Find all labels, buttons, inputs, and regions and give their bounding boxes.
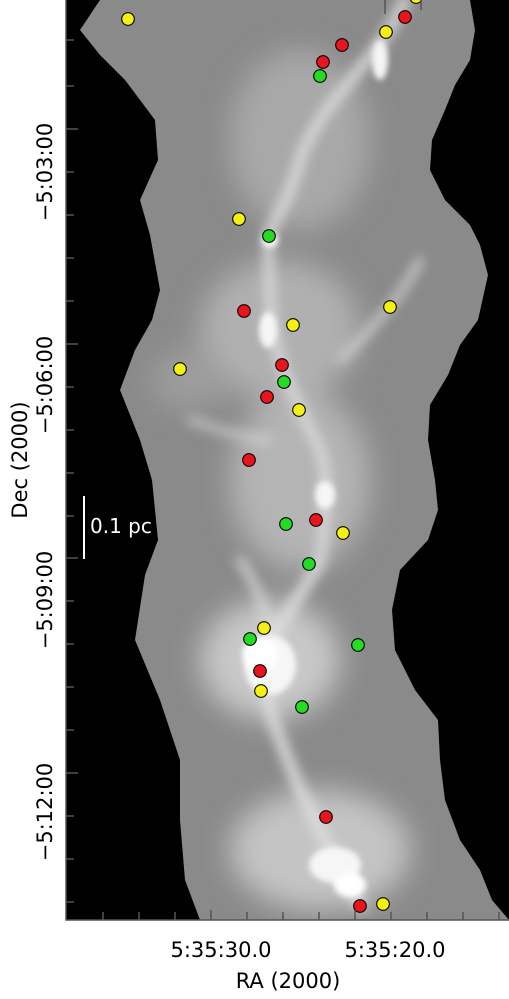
yellow-source-marker bbox=[409, 0, 423, 4]
red-source-marker bbox=[242, 453, 256, 467]
plot-frame bbox=[65, 0, 509, 921]
yellow-source-marker bbox=[292, 403, 306, 417]
red-source-marker bbox=[316, 55, 330, 69]
image-area bbox=[66, 0, 509, 920]
yellow-source-marker bbox=[336, 526, 350, 540]
source-markers bbox=[121, 0, 423, 913]
yellow-source-marker bbox=[379, 25, 393, 39]
yellow-source-marker bbox=[173, 362, 187, 376]
yellow-source-marker bbox=[286, 318, 300, 332]
y-axis-title: Dec (2000) bbox=[8, 401, 32, 518]
red-source-marker bbox=[335, 38, 349, 52]
red-source-marker bbox=[260, 390, 274, 404]
x-axis-ticks bbox=[102, 0, 500, 920]
y-tick-label: −5:12:00 bbox=[33, 763, 57, 862]
green-source-marker bbox=[302, 557, 316, 571]
red-source-marker bbox=[275, 358, 289, 372]
yellow-source-marker bbox=[383, 300, 397, 314]
x-axis-title: RA (2000) bbox=[236, 969, 341, 993]
yellow-source-marker bbox=[254, 684, 268, 698]
y-tick-label: −5:09:00 bbox=[33, 551, 57, 650]
y-tick-labels: −5:03:00 −5:06:00 −5:09:00 −5:12:00 bbox=[33, 123, 57, 862]
red-source-marker bbox=[253, 664, 267, 678]
y-axis-ticks bbox=[66, 39, 78, 903]
green-source-marker bbox=[279, 517, 293, 531]
red-source-marker bbox=[353, 899, 367, 913]
x-tick-label: 5:35:20.0 bbox=[345, 938, 446, 962]
red-source-marker bbox=[237, 304, 251, 318]
yellow-source-marker bbox=[232, 212, 246, 226]
scale-bar-label: 0.1 pc bbox=[90, 514, 152, 538]
green-source-marker bbox=[262, 229, 276, 243]
yellow-source-marker bbox=[121, 12, 135, 26]
x-tick-label: 5:35:30.0 bbox=[171, 938, 272, 962]
y-tick-label: −5:03:00 bbox=[33, 123, 57, 222]
red-source-marker bbox=[398, 10, 412, 24]
green-source-marker bbox=[313, 69, 327, 83]
y-tick-label: −5:06:00 bbox=[33, 336, 57, 435]
yellow-source-marker bbox=[376, 897, 390, 911]
green-source-marker bbox=[351, 638, 365, 652]
red-source-marker bbox=[309, 513, 323, 527]
yellow-source-marker bbox=[257, 621, 271, 635]
scale-bar: 0.1 pc bbox=[83, 496, 152, 559]
red-source-marker bbox=[319, 810, 333, 824]
green-source-marker bbox=[277, 375, 291, 389]
green-source-marker bbox=[243, 632, 257, 646]
green-source-marker bbox=[295, 700, 309, 714]
